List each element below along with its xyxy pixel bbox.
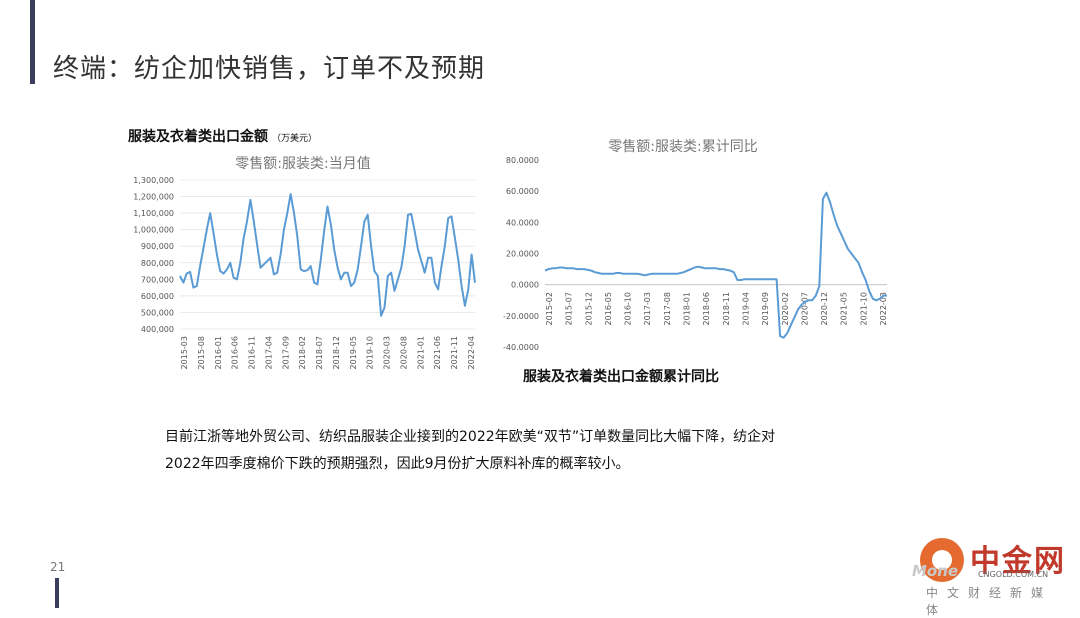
y-tick-label: -20.0000 xyxy=(503,312,539,321)
x-tick-label: 2016-06 xyxy=(231,336,240,369)
x-tick-label: 2019-04 xyxy=(741,292,750,325)
x-tick-label: 2016-01 xyxy=(214,336,223,369)
x-tick-label: 2016-10 xyxy=(624,292,633,325)
chart-title: 零售额:服装类:当月值 xyxy=(235,156,370,172)
cumulative-yoy-chart: 零售额:服装类:累计同比 80.0000 60.0000 40.0000 20.0000… xyxy=(503,139,888,352)
right-chart-caption: 服装及衣着类出口金额累计同比 xyxy=(523,369,719,385)
footer-accent-bar xyxy=(55,578,59,608)
x-tick-label: 2021-11 xyxy=(450,336,459,369)
x-tick-label: 2019-05 xyxy=(349,336,358,369)
x-tick-label: 2016-11 xyxy=(248,336,257,369)
x-tick-label: 2020-08 xyxy=(399,336,408,369)
x-tick-label: 2021-01 xyxy=(416,336,425,369)
x-tick-label: 2021-05 xyxy=(840,292,849,325)
x-tick-label: 2019-09 xyxy=(761,292,770,325)
x-tick-label: 2018-01 xyxy=(683,292,692,325)
watermark-url: CNGOLD.COM.CN xyxy=(978,570,1049,579)
x-tick-label: 2015-03 xyxy=(180,336,189,369)
x-tick-label: 2022-04 xyxy=(467,336,476,369)
y-tick-label: 700,000 xyxy=(141,275,174,284)
y-tick-label: 20.0000 xyxy=(506,250,539,259)
page-number: 21 xyxy=(50,560,66,574)
y-tick-label: 800,000 xyxy=(141,259,174,268)
y-tick-label: 1,000,000 xyxy=(133,226,174,235)
x-tick-label: 2017-09 xyxy=(281,336,290,369)
x-tick-label: 2015-12 xyxy=(584,292,593,325)
series-line xyxy=(179,193,476,317)
y-tick-label: 1,200,000 xyxy=(133,193,174,202)
watermark-sub: Mone xyxy=(912,562,959,580)
y-tick-label: 500,000 xyxy=(141,308,174,317)
watermark-brand: 中金网 xyxy=(970,544,1066,579)
watermark-tagline: 中文财经新媒体 xyxy=(926,586,1053,617)
x-tick-label: 2020-12 xyxy=(820,292,829,325)
x-tick-label: 2018-07 xyxy=(315,336,324,369)
series-line xyxy=(544,191,887,339)
x-tick-label: 2019-10 xyxy=(366,336,375,369)
y-tick-label: 400,000 xyxy=(141,325,174,334)
y-tick-label: 60.0000 xyxy=(506,187,539,196)
left-chart-caption-unit: （万美元） xyxy=(272,134,318,144)
x-tick-label: 2020-03 xyxy=(383,336,392,369)
y-tick-label: 80.0000 xyxy=(506,156,539,165)
x-tick-label: 2017-03 xyxy=(643,292,652,325)
x-tick-label: 2020-07 xyxy=(800,292,809,325)
chart-title: 零售额:服装类:累计同比 xyxy=(608,139,757,155)
x-tick-label: 2015-08 xyxy=(197,336,206,369)
y-tick-label: 600,000 xyxy=(141,292,174,301)
y-tick-label: 900,000 xyxy=(141,242,174,251)
x-tick-label: 2022-03 xyxy=(879,292,888,325)
watermark-logo: Mone 中金网 CNGOLD.COM.CN 中文财经新媒体 xyxy=(912,536,1072,617)
y-tick-label: 0.0000 xyxy=(511,281,539,290)
x-tick-label: 2021-10 xyxy=(859,292,868,325)
slide-title: 终端：纺企加快销售，订单不及预期 xyxy=(53,54,486,84)
x-tick-label: 2018-02 xyxy=(298,336,307,369)
y-tick-label: -40.0000 xyxy=(503,343,539,352)
body-paragraph: 目前江浙等地外贸公司、纺织品服装企业接到的2022年欧美“双节”订单数量同比大幅… xyxy=(165,424,905,478)
x-tick-label: 2015-07 xyxy=(565,292,574,325)
x-tick-label: 2015-02 xyxy=(545,292,554,325)
body-line-1: 目前江浙等地外贸公司、纺织品服装企业接到的2022年欧美“双节”订单数量同比大幅… xyxy=(165,429,776,445)
x-tick-label: 2021-06 xyxy=(433,336,442,369)
y-tick-label: 1,100,000 xyxy=(133,209,174,218)
y-tick-label: 40.0000 xyxy=(506,218,539,227)
left-chart-caption: 服装及衣着类出口金额 （万美元） xyxy=(128,126,317,146)
x-tick-label: 2018-12 xyxy=(332,336,341,369)
title-accent-bar xyxy=(30,0,35,84)
body-line-2: 2022年四季度棉价下跌的预期强烈，因此9月份扩大原料补库的概率较小。 xyxy=(165,456,630,472)
x-tick-label: 2018-06 xyxy=(702,292,711,325)
left-chart-caption-text: 服装及衣着类出口金额 xyxy=(128,129,268,145)
x-tick-label: 2017-08 xyxy=(663,292,672,325)
x-tick-label: 2016-05 xyxy=(604,292,613,325)
brand-circle-icon xyxy=(920,538,964,582)
x-tick-label: 2017-04 xyxy=(264,336,273,369)
y-tick-label: 1,300,000 xyxy=(133,176,174,185)
x-tick-label: 2018-11 xyxy=(722,292,731,325)
x-tick-label: 2020-02 xyxy=(781,292,790,325)
monthly-value-chart: 零售额:服装类:当月值 1,300,000 1,200,000 1,100,000 1,… xyxy=(133,156,476,369)
